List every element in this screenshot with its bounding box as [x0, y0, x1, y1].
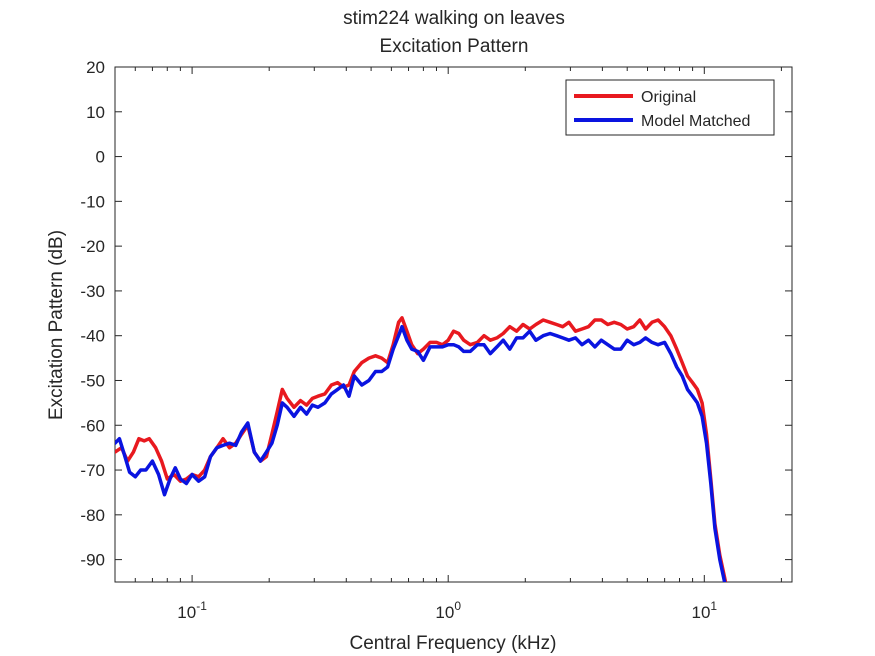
y-tick-label: -40 — [80, 327, 105, 346]
chart-title: stim224 walking on leaves — [343, 8, 565, 29]
legend-label-original: Original — [641, 89, 696, 106]
x-axis-label: Central Frequency (kHz) — [350, 633, 557, 654]
y-tick-label: -90 — [80, 551, 105, 570]
axis-ticks — [115, 66, 792, 582]
series-layer — [115, 316, 728, 582]
chart-subtitle: Excitation Pattern — [379, 36, 529, 57]
y-axis-label: Excitation Pattern (dB) — [46, 230, 67, 420]
y-tick-label: -70 — [80, 461, 105, 480]
y-tick-label: -80 — [80, 506, 105, 525]
y-tick-label: 0 — [96, 148, 105, 167]
y-tick-label: -60 — [80, 416, 105, 435]
legend-box — [565, 79, 775, 136]
y-tick-label: 20 — [86, 58, 105, 77]
y-tick-label: -30 — [80, 282, 105, 301]
legend-label-model-matched: Model Matched — [641, 113, 750, 130]
y-tick-label: -20 — [80, 237, 105, 256]
y-tick-label: 10 — [86, 103, 105, 122]
series-line-model-matched — [115, 324, 727, 582]
x-tick-label: 101 — [691, 599, 717, 622]
legend: Original Model Matched — [565, 79, 775, 136]
x-tick-label: 10-1 — [177, 599, 207, 622]
y-tick-label: -50 — [80, 371, 105, 390]
plot-area — [114, 66, 793, 583]
x-tick-label: 100 — [435, 599, 461, 622]
y-tick-label: -10 — [80, 192, 105, 211]
